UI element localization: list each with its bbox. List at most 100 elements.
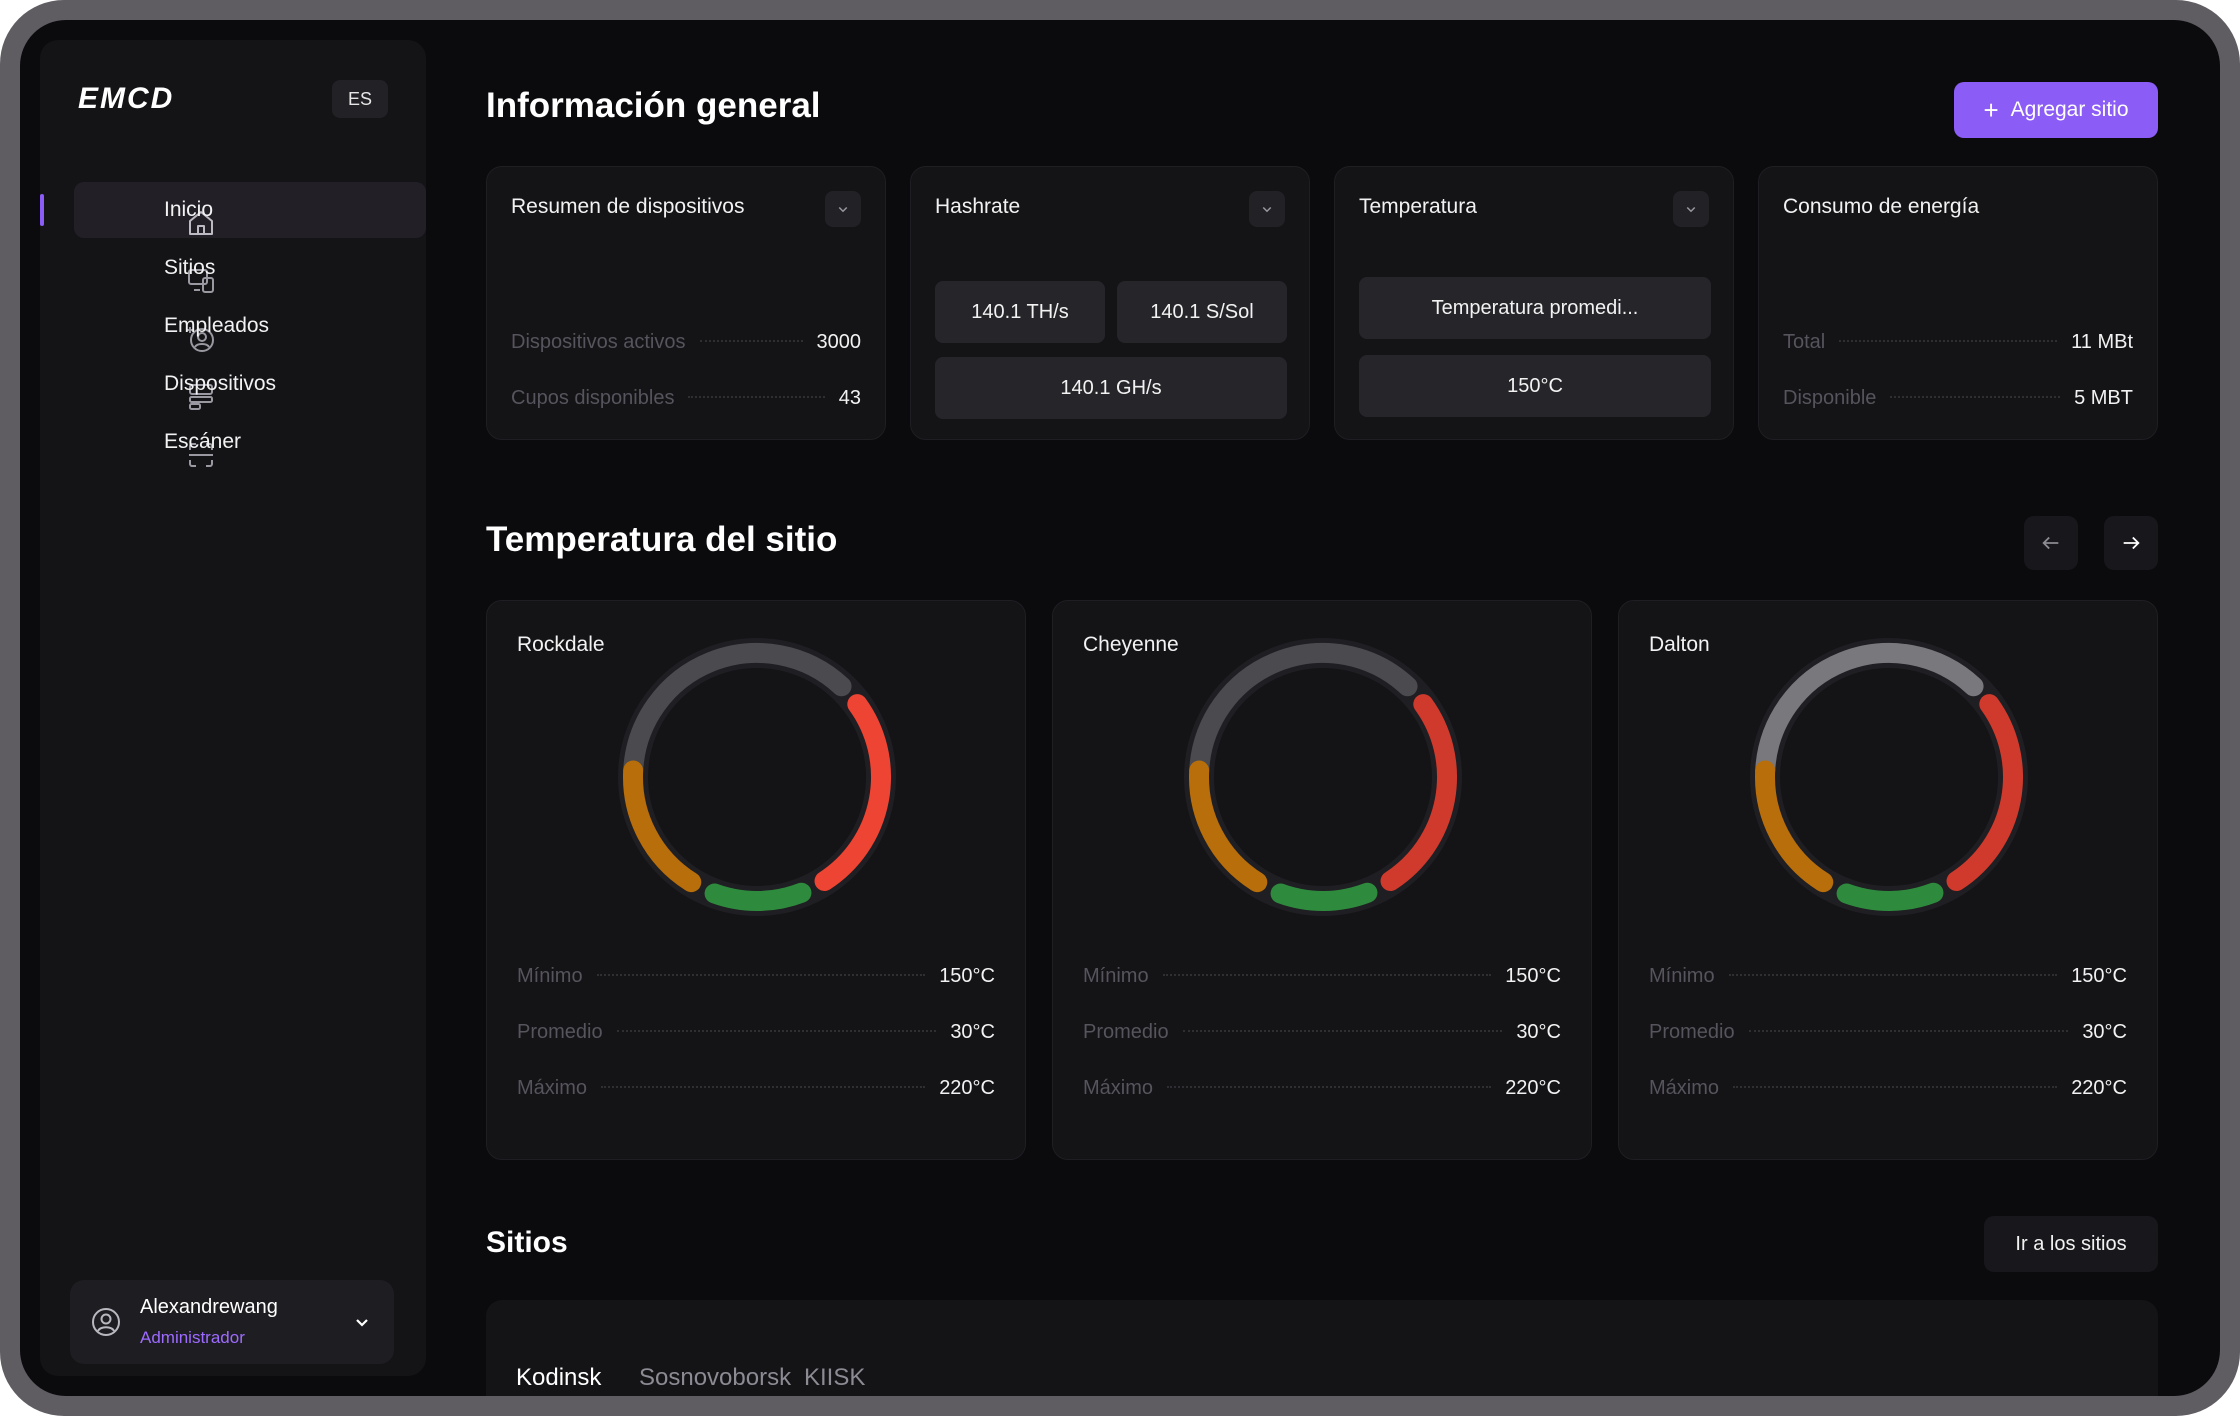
user-role: Administrador bbox=[140, 1328, 245, 1347]
hashrate-ghs: 140.1 GH/s bbox=[935, 357, 1287, 419]
min-temperature-row: Mínimo 150°C bbox=[1649, 965, 2127, 993]
row-label: Total bbox=[1783, 331, 1826, 353]
prev-button[interactable] bbox=[2024, 516, 2078, 570]
card-title: Consumo de energía bbox=[1783, 195, 1980, 218]
card-title: Hashrate bbox=[935, 195, 1021, 218]
chevron-down-icon[interactable] bbox=[825, 191, 861, 227]
sidebar-item-label: Inicio bbox=[164, 198, 214, 221]
temperature-card: Temperatura Temperatura promedi... 150°C bbox=[1334, 166, 1734, 440]
sidebar-item-label: Empleados bbox=[164, 314, 270, 337]
tab-sosnovoborsk[interactable]: Sosnovoborsk bbox=[639, 1364, 792, 1391]
sidebar-item-escaner[interactable]: Escáner bbox=[40, 414, 426, 470]
min-temperature-row: Mínimo 150°C bbox=[1083, 965, 1561, 993]
row-label: Máximo bbox=[1083, 1077, 1154, 1099]
user-menu[interactable]: Alexandrewang Administrador bbox=[70, 1280, 394, 1364]
row-label: Mínimo bbox=[1649, 965, 1715, 987]
row-label: Cupos disponibles bbox=[511, 387, 675, 409]
sidebar-item-dispositivos[interactable]: Dispositivos bbox=[40, 356, 426, 412]
sidebar-item-inicio[interactable]: Inicio bbox=[40, 182, 426, 238]
gauge-segment-gray bbox=[1755, 643, 1984, 781]
row-value: 3000 bbox=[816, 331, 862, 353]
avg-temperature-row: Promedio 30°C bbox=[1649, 1021, 2127, 1049]
sidebar-item-label: Dispositivos bbox=[164, 372, 277, 395]
chevron-down-icon bbox=[350, 1310, 374, 1334]
gauge-segment-orange bbox=[1189, 760, 1268, 893]
next-button[interactable] bbox=[2104, 516, 2158, 570]
devices-icon bbox=[186, 382, 216, 412]
site-temperature-card: Cheyenne Mínimo 150°C Promedio 30°C Máximo 220… bbox=[1052, 600, 1592, 1160]
site-name: Dalton bbox=[1649, 633, 1710, 656]
temperature-gauge bbox=[1750, 638, 2028, 916]
user-avatar-icon bbox=[90, 1306, 122, 1338]
gauge-segment-orange bbox=[1755, 760, 1834, 893]
sidebar-item-empleados[interactable]: Empleados bbox=[40, 298, 426, 354]
go-to-sites-button[interactable]: Ir a los sitios bbox=[1984, 1216, 2158, 1272]
chevron-down-icon[interactable] bbox=[1673, 191, 1709, 227]
row-value: 30°C bbox=[2082, 1021, 2127, 1043]
add-site-label: Agregar sitio bbox=[2010, 98, 2129, 121]
sidebar-nav: Inicio Sitios Empleados Dispositivos bbox=[40, 182, 426, 472]
max-temperature-row: Máximo 220°C bbox=[1649, 1077, 2127, 1105]
app-screen: EMCD ES Inicio Sitios Empleados bbox=[20, 20, 2220, 1396]
devices-summary-card: Resumen de dispositivos Dispositivos act… bbox=[486, 166, 886, 440]
row-label: Promedio bbox=[1649, 1021, 1735, 1043]
sites-tabs-card: Kodinsk Sosnovoborsk KIISK bbox=[486, 1300, 2158, 1396]
add-site-button[interactable]: + Agregar sitio bbox=[1954, 82, 2158, 138]
sites-icon bbox=[186, 266, 216, 296]
row-value: 150°C bbox=[1505, 965, 1561, 987]
row-value: 43 bbox=[838, 387, 861, 409]
sidebar-item-sitios[interactable]: Sitios bbox=[40, 240, 426, 296]
avg-temperature-row: Promedio 30°C bbox=[517, 1021, 995, 1049]
temperature-value: 150°C bbox=[1359, 355, 1711, 417]
average-temperature: Temperatura promedi... bbox=[1359, 277, 1711, 339]
gauge-segment-red bbox=[814, 694, 891, 891]
gauge-segment-red bbox=[1946, 694, 2023, 891]
row-value: 220°C bbox=[939, 1077, 995, 1099]
brand-logo[interactable]: EMCD bbox=[78, 82, 175, 115]
row-value: 220°C bbox=[1505, 1077, 1561, 1099]
tab-kiisk[interactable]: KIISK bbox=[804, 1364, 866, 1391]
site-temperature-card: Rockdale Mínimo 150°C Promedio 30°C Máximo 220… bbox=[486, 600, 1026, 1160]
sidebar-item-label: Escáner bbox=[164, 430, 242, 453]
scanner-icon bbox=[186, 440, 216, 470]
gauge-segment-green bbox=[1270, 882, 1378, 911]
page-title: Información general bbox=[486, 86, 821, 125]
row-value: 5 MBT bbox=[2074, 387, 2133, 409]
gauge-segment-green bbox=[1836, 882, 1944, 911]
row-label: Promedio bbox=[517, 1021, 603, 1043]
hashrate-card: Hashrate 140.1 TH/s 140.1 S/Sol 140.1 GH… bbox=[910, 166, 1310, 440]
arrow-right-icon bbox=[2123, 536, 2140, 550]
gauge-segment-gray bbox=[1189, 643, 1418, 781]
gauge-segment-red bbox=[1380, 694, 1457, 891]
temperature-gauge bbox=[618, 638, 896, 916]
row-value: 220°C bbox=[2071, 1077, 2127, 1099]
row-label: Mínimo bbox=[517, 965, 583, 987]
row-value: 150°C bbox=[2071, 965, 2127, 987]
row-value: 30°C bbox=[950, 1021, 995, 1043]
sidebar: EMCD ES Inicio Sitios Empleados bbox=[40, 40, 426, 1376]
row-label: Disponible bbox=[1783, 387, 1877, 409]
max-temperature-row: Máximo 220°C bbox=[1083, 1077, 1561, 1105]
tab-kodinsk[interactable]: Kodinsk bbox=[516, 1364, 602, 1391]
hashrate-ths: 140.1 TH/s bbox=[935, 281, 1105, 343]
row-label: Máximo bbox=[517, 1077, 588, 1099]
site-name: Cheyenne bbox=[1083, 633, 1179, 656]
home-icon bbox=[186, 208, 216, 238]
row-value: 150°C bbox=[939, 965, 995, 987]
min-temperature-row: Mínimo 150°C bbox=[517, 965, 995, 993]
language-switch[interactable]: ES bbox=[332, 80, 388, 118]
gauge-segment-green bbox=[704, 882, 812, 911]
energy-available-row: Disponible 5 MBT bbox=[1783, 387, 2133, 415]
chevron-down-icon[interactable] bbox=[1249, 191, 1285, 227]
max-temperature-row: Máximo 220°C bbox=[517, 1077, 995, 1105]
card-title: Temperatura bbox=[1359, 195, 1477, 218]
site-name: Rockdale bbox=[517, 633, 605, 656]
energy-card: Consumo de energía Total 11 MBt Disponib… bbox=[1758, 166, 2158, 440]
row-value: 11 MBt bbox=[2071, 331, 2133, 353]
gauge-segment-gray bbox=[623, 643, 852, 781]
row-label: Dispositivos activos bbox=[511, 331, 686, 353]
avg-temperature-row: Promedio 30°C bbox=[1083, 1021, 1561, 1049]
arrow-left-icon bbox=[2042, 536, 2059, 550]
available-slots-row: Cupos disponibles 43 bbox=[511, 387, 861, 415]
